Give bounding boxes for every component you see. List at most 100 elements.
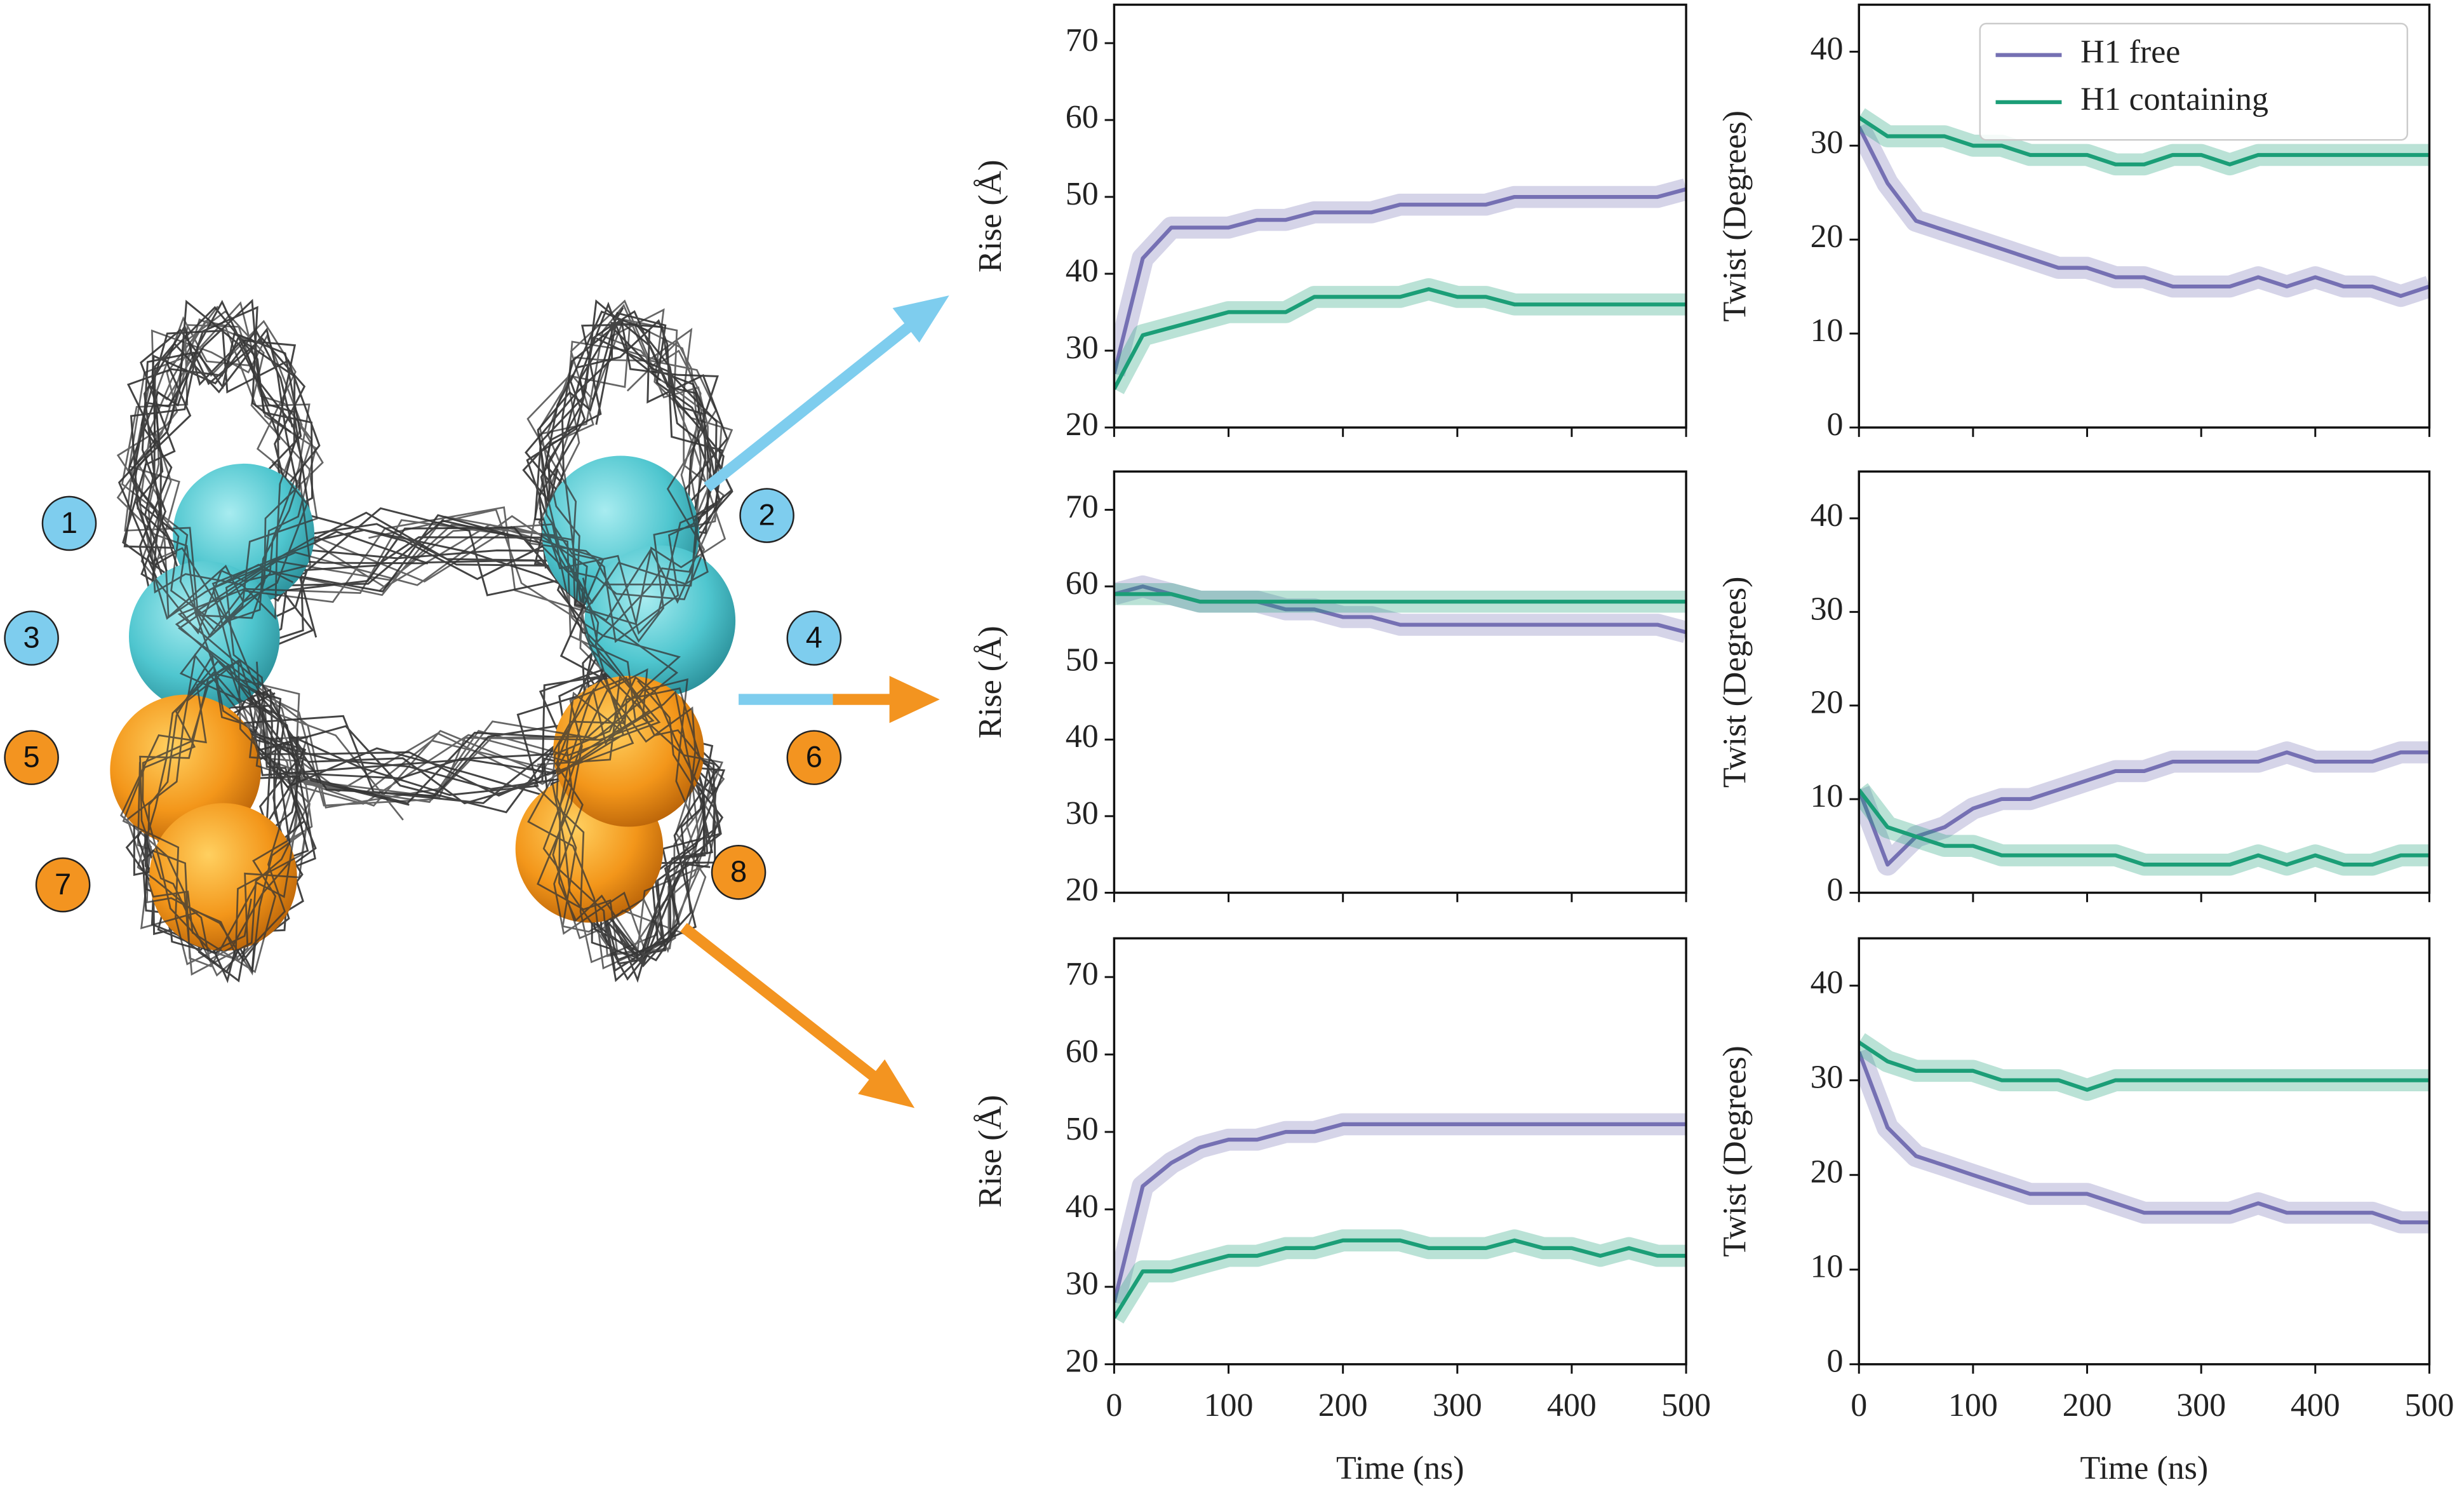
axes-frame [1858, 470, 2431, 894]
plot-area [1114, 178, 1687, 394]
dna-strand [175, 506, 679, 821]
dna-strand [538, 327, 725, 644]
y-tick-label: 20 [1066, 1343, 1099, 1380]
x-tick-label: 100 [1948, 1387, 1998, 1424]
dna-strand [128, 316, 312, 635]
dna-strands [116, 299, 733, 977]
arrow-head [858, 1059, 915, 1108]
y-tick-label: 50 [1066, 642, 1099, 678]
x-tick-label: 0 [1851, 1387, 1867, 1424]
y-tick-label: 70 [1066, 22, 1099, 58]
y-tick-label: 0 [1827, 872, 1844, 908]
y-tick-label: 30 [1066, 330, 1099, 366]
axes-frame [1113, 3, 1687, 429]
label-number: 3 [23, 620, 40, 654]
y-tick-label: 30 [1066, 795, 1099, 831]
nucleosome-diagram [110, 299, 736, 984]
chart-panel: 20 30 40 50 60 70 Rise (Å) [972, 3, 1687, 443]
label-badge [786, 730, 842, 785]
label-badge [786, 610, 842, 666]
plot-area [1114, 575, 1687, 643]
series-line [1859, 126, 2430, 299]
y-tick-label: 70 [1066, 489, 1099, 525]
y-tick-label: 60 [1066, 99, 1099, 135]
plot-area [1114, 1113, 1687, 1324]
y-tick-label: 40 [1066, 718, 1099, 755]
series-line [1859, 1040, 2430, 1092]
dna-strand [137, 669, 309, 962]
series-line [1114, 187, 1687, 375]
dna-strand [123, 300, 314, 642]
y-axis-label: Rise (Å) [972, 626, 1008, 738]
axes-frame [1858, 937, 2431, 1366]
x-tick-label: 300 [2176, 1387, 2226, 1424]
y-axis-label: Twist (Degrees) [1717, 1046, 1753, 1257]
axes-frame [1113, 470, 1687, 894]
chart-panel: 0 10 20 30 40 Twist (Degrees) H1 free H1 contai… [1717, 3, 2431, 443]
y-tick-label: 20 [1066, 407, 1099, 443]
y-tick-label: 20 [1811, 685, 1844, 721]
arrow [704, 318, 918, 492]
y-tick-label: 50 [1066, 1111, 1099, 1147]
series-band [1114, 1229, 1687, 1324]
x-axis-label: Time (ns) [2080, 1450, 2209, 1486]
legend-label: H1 containing [2080, 81, 2268, 118]
plot-area [1859, 1033, 2430, 1234]
y-tick-label: 20 [1811, 1154, 1844, 1190]
chart-panel: 0 10 20 30 40 Twist (Degrees) [1717, 470, 2431, 908]
series-line [1114, 1238, 1687, 1319]
y-tick-label: 0 [1827, 407, 1844, 443]
y-tick-label: 30 [1066, 1266, 1099, 1302]
y-tick-label: 40 [1811, 497, 1844, 534]
label-badge [711, 844, 767, 900]
dna-strand [527, 668, 723, 970]
y-tick-label: 40 [1811, 965, 1844, 1001]
x-tick-label: 400 [2291, 1387, 2340, 1424]
y-tick-label: 20 [1066, 872, 1099, 908]
y-tick-label: 60 [1066, 1033, 1099, 1070]
dna-strand [116, 301, 318, 638]
dna-strand [126, 327, 307, 628]
arrow [680, 923, 884, 1086]
x-tick-label: 200 [2063, 1387, 2112, 1424]
plot-area [1859, 108, 2430, 307]
x-tick-label: 100 [1204, 1387, 1254, 1424]
x-tick-label: 500 [2404, 1387, 2454, 1424]
plot-area [1859, 741, 2430, 876]
label-number: 6 [806, 740, 822, 774]
label-badge [739, 488, 794, 543]
series-line [1114, 287, 1687, 390]
y-tick-label: 40 [1066, 253, 1099, 289]
dna-strand [528, 299, 733, 643]
y-tick-label: 40 [1066, 1188, 1099, 1225]
dna-strand [178, 508, 681, 809]
y-tick-label: 0 [1827, 1343, 1844, 1380]
series-band [1114, 178, 1687, 377]
series-line [1859, 116, 2430, 166]
x-tick-label: 200 [1318, 1387, 1368, 1424]
y-axis-label: Twist (Degrees) [1717, 577, 1753, 788]
y-tick-label: 40 [1811, 30, 1844, 67]
legend-label: H1 free [2080, 34, 2180, 71]
chart-panel: 20 30 40 50 60 70 Rise (Å) [972, 470, 1687, 908]
label-number: 1 [61, 506, 77, 539]
legend-box [1979, 22, 2409, 141]
y-tick-label: 10 [1811, 778, 1844, 814]
arrows [680, 295, 949, 1108]
label-number: 7 [55, 867, 71, 901]
label-number: 5 [23, 740, 40, 774]
y-tick-label: 50 [1066, 176, 1099, 212]
label-badge [35, 857, 91, 913]
arrow-head [892, 295, 949, 343]
y-axis-label: Rise (Å) [972, 159, 1008, 272]
y-tick-label: 20 [1811, 219, 1844, 255]
series-line [1859, 1051, 2430, 1225]
y-axis-label: Rise (Å) [972, 1095, 1008, 1208]
x-tick-label: 300 [1433, 1387, 1482, 1424]
y-tick-label: 10 [1811, 313, 1844, 349]
label-number: 2 [759, 497, 775, 531]
y-tick-label: 30 [1811, 1060, 1844, 1096]
x-tick-label: 400 [1547, 1387, 1597, 1424]
y-tick-label: 10 [1811, 1249, 1844, 1285]
